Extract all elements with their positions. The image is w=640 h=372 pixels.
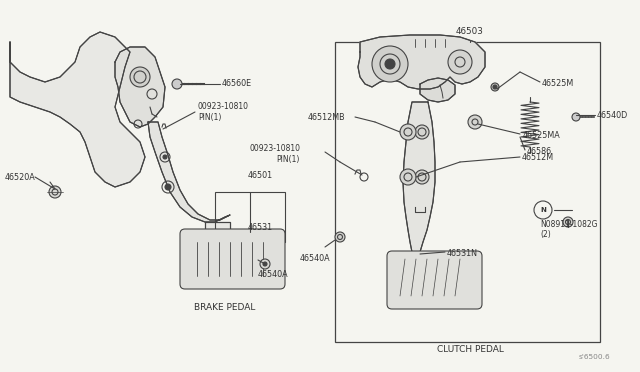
FancyBboxPatch shape: [387, 251, 482, 309]
Text: 46525M: 46525M: [542, 78, 574, 87]
Text: 46512MB: 46512MB: [307, 112, 345, 122]
Text: 46525MA: 46525MA: [523, 131, 561, 140]
Circle shape: [493, 85, 497, 89]
Text: 46540A: 46540A: [258, 270, 289, 279]
Circle shape: [415, 170, 429, 184]
Text: 46512M: 46512M: [522, 154, 554, 163]
Text: 46540A: 46540A: [300, 254, 330, 263]
Circle shape: [448, 50, 472, 74]
Circle shape: [400, 124, 416, 140]
Circle shape: [385, 59, 395, 69]
Polygon shape: [358, 35, 485, 89]
Text: N: N: [540, 207, 546, 213]
Circle shape: [130, 67, 150, 87]
Polygon shape: [420, 78, 455, 102]
Circle shape: [572, 113, 580, 121]
Circle shape: [335, 232, 345, 242]
Circle shape: [165, 184, 171, 190]
Text: 46503: 46503: [456, 27, 484, 36]
Circle shape: [468, 115, 482, 129]
Text: 46501: 46501: [248, 171, 273, 180]
Text: 46586: 46586: [527, 148, 552, 157]
Text: 46540D: 46540D: [597, 110, 628, 119]
Text: N08911-1082G
(2): N08911-1082G (2): [540, 220, 598, 240]
Text: 00923-10810
PIN(1): 00923-10810 PIN(1): [198, 102, 249, 122]
Circle shape: [49, 186, 61, 198]
Bar: [215, 192, 285, 242]
Circle shape: [263, 262, 267, 266]
Text: 00923-10810
PIN(1): 00923-10810 PIN(1): [249, 144, 300, 164]
Circle shape: [260, 259, 270, 269]
Text: 46520A: 46520A: [5, 173, 36, 182]
Polygon shape: [403, 102, 435, 262]
Circle shape: [563, 217, 573, 227]
Circle shape: [372, 46, 408, 82]
Text: CLUTCH PEDAL: CLUTCH PEDAL: [436, 346, 504, 355]
Circle shape: [415, 125, 429, 139]
Bar: [335, 42, 600, 342]
Circle shape: [400, 169, 416, 185]
Text: s'6500.6: s'6500.6: [579, 354, 610, 360]
Text: BRAKE PEDAL: BRAKE PEDAL: [195, 302, 256, 311]
Text: 46531N: 46531N: [447, 248, 478, 257]
Text: 46560E: 46560E: [222, 80, 252, 89]
Polygon shape: [205, 222, 230, 242]
FancyBboxPatch shape: [180, 229, 285, 289]
Circle shape: [491, 83, 499, 91]
Polygon shape: [115, 47, 165, 127]
Circle shape: [163, 155, 167, 159]
Polygon shape: [10, 32, 145, 187]
Circle shape: [172, 79, 182, 89]
Text: 46531: 46531: [248, 222, 273, 231]
Polygon shape: [148, 122, 230, 222]
